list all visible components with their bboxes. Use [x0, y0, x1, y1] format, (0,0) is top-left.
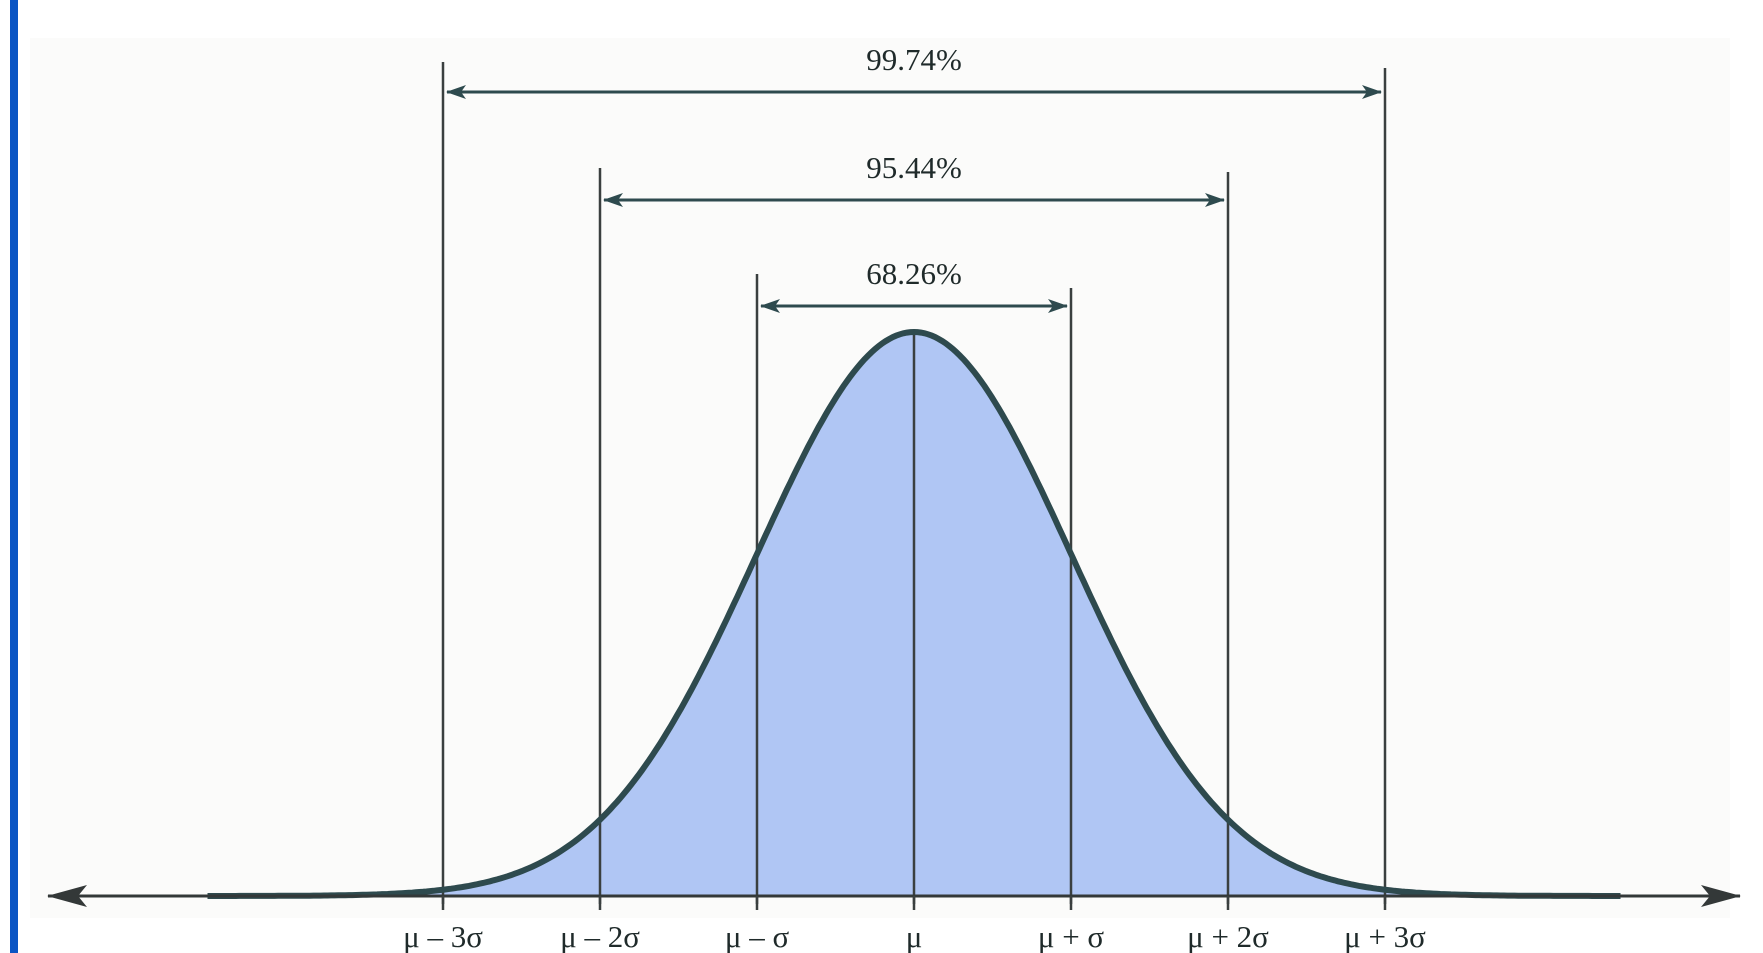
tick-label: μ – 3σ: [403, 919, 483, 953]
tick-label: μ + 3σ: [1344, 919, 1426, 953]
interval-label: 95.44%: [866, 150, 962, 185]
tick-label: μ – σ: [725, 919, 790, 953]
interval-label: 99.74%: [866, 42, 962, 77]
interval-label: 68.26%: [866, 256, 962, 291]
sigma-lines: [441, 62, 1387, 904]
tick-label: μ + 2σ: [1187, 919, 1269, 953]
tick-labels: μ – 3σ μ – 2σ μ – σ μ μ + σ μ + 2σ μ + 3σ: [403, 896, 1426, 953]
left-border-bar: [10, 0, 18, 953]
interval-brackets: 99.74% 95.44% 68.26%: [446, 42, 1382, 313]
tick-label: μ – 2σ: [560, 919, 640, 953]
tick-label: μ: [906, 919, 923, 953]
tick-label: μ + σ: [1038, 919, 1105, 953]
